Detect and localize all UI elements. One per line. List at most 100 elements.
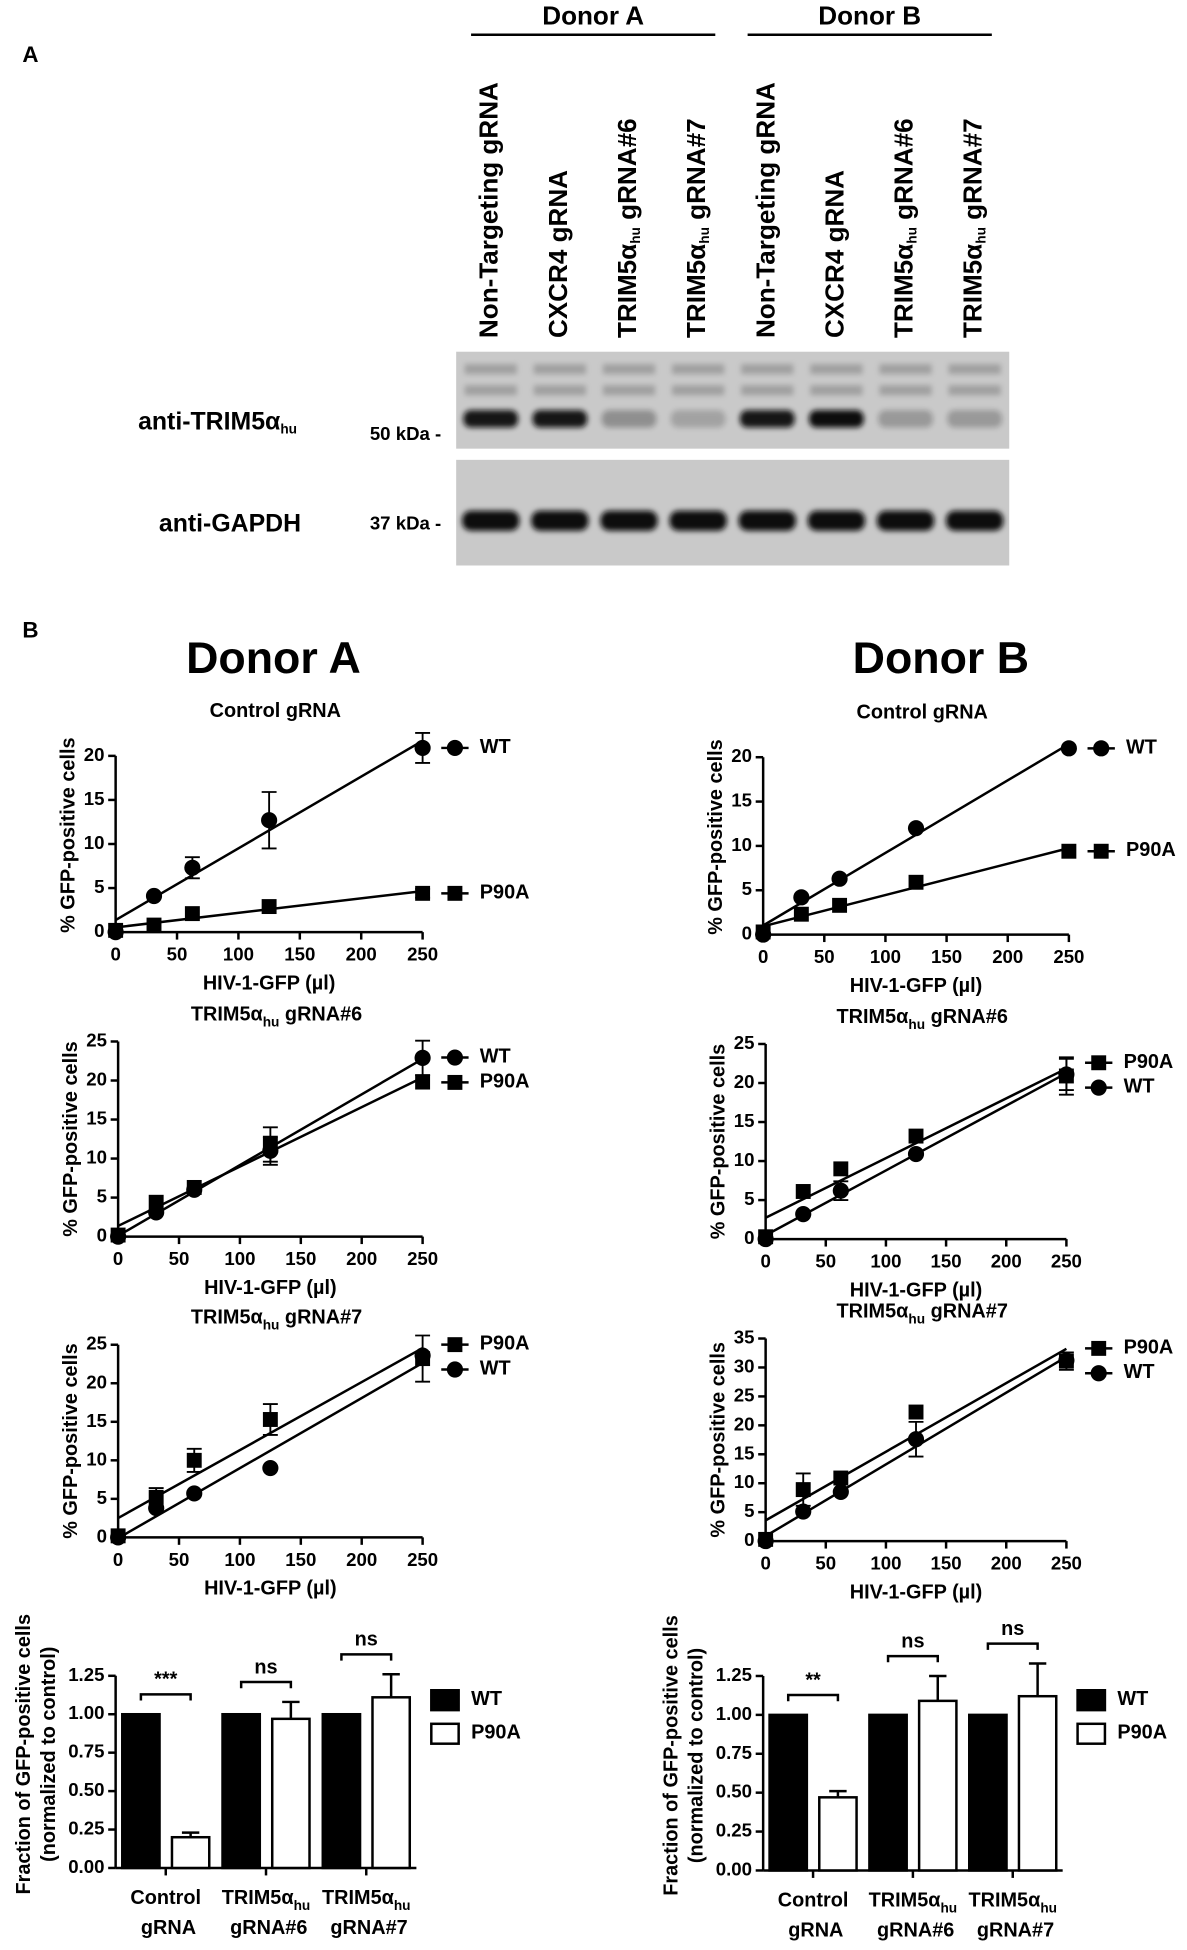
data-point xyxy=(415,1074,431,1090)
y-tick-label: 5 xyxy=(94,876,104,897)
x-tick-label: 150 xyxy=(285,1248,316,1269)
y-axis-label: % GFP-positive cells xyxy=(60,1041,82,1237)
y-tick-label: 0.50 xyxy=(716,1781,752,1802)
data-point xyxy=(1058,1066,1075,1083)
legend-label: P90A xyxy=(471,1722,521,1744)
legend-marker xyxy=(1091,1340,1107,1356)
legend-marker xyxy=(1093,843,1109,859)
y-axis-label: Fraction of GFP-positive cells xyxy=(661,1615,683,1896)
y-tick-label: 15 xyxy=(84,788,105,809)
x-tick-label: 200 xyxy=(991,1553,1022,1574)
chart-title: TRIM5αhu gRNA#7 xyxy=(191,1307,362,1333)
x-tick-label: 150 xyxy=(931,1251,962,1272)
significance-bracket xyxy=(139,1693,192,1701)
y-tick-label: 10 xyxy=(734,1471,755,1492)
legend-marker xyxy=(446,1361,464,1378)
x-tick-label: TRIM5αhu gRNA#6 xyxy=(222,1887,311,1939)
data-point xyxy=(832,1182,849,1199)
x-tick-label: 100 xyxy=(870,946,901,967)
legend-marker xyxy=(446,739,464,757)
y-tick-label: 0 xyxy=(744,1529,754,1550)
x-tick-label: TRIM5αhu gRNA#7 xyxy=(968,1890,1057,1942)
blot-band xyxy=(879,364,932,375)
y-axis-label: Fraction of GFP-positive cells xyxy=(13,1614,35,1895)
x-tick-label: 250 xyxy=(407,1549,438,1570)
data-point xyxy=(755,924,771,940)
y-tick-label: 20 xyxy=(734,1071,755,1092)
y-tick-label: 0.00 xyxy=(716,1858,752,1879)
bar xyxy=(270,1717,311,1870)
y-tick-label: 0.75 xyxy=(716,1742,752,1763)
data-point xyxy=(832,897,848,913)
x-tick-label: Control gRNA xyxy=(130,1887,201,1939)
lane-label: TRIM5αhu gRNA#7 xyxy=(958,118,989,338)
x-tick-label: 200 xyxy=(346,1248,377,1269)
data-point xyxy=(795,1482,811,1498)
x-tick-label: 200 xyxy=(346,944,377,965)
chart-title: TRIM5αhu gRNA#7 xyxy=(837,1301,1008,1327)
data-point xyxy=(1058,1352,1075,1369)
y-tick-label: 25 xyxy=(734,1384,755,1405)
y-tick-label: 10 xyxy=(734,1149,755,1170)
blot-band xyxy=(878,410,933,428)
y-tick-label: 15 xyxy=(86,1410,107,1431)
y-axis-label: % GFP-positive cells xyxy=(58,737,80,932)
y-tick-label: 5 xyxy=(744,1500,754,1521)
data-point xyxy=(757,1231,774,1248)
data-point xyxy=(793,889,810,906)
panel-label: A xyxy=(22,42,38,67)
bar xyxy=(1017,1694,1058,1872)
data-point xyxy=(184,906,200,922)
significance-bracket xyxy=(786,1693,840,1702)
y-tick-label: 0.75 xyxy=(68,1741,104,1762)
chart-title: TRIM5αhu gRNA#6 xyxy=(837,1006,1008,1032)
error-bar xyxy=(1028,1662,1047,1697)
bar xyxy=(221,1712,262,1870)
y-tick-label: 25 xyxy=(86,1029,107,1050)
blot-row-label: anti-GAPDH xyxy=(159,510,301,537)
data-point xyxy=(1061,843,1077,859)
y-tick-label: 5 xyxy=(744,1188,754,1209)
significance-label: ** xyxy=(805,1670,821,1692)
legend-marker xyxy=(447,885,463,901)
significance-bracket xyxy=(986,1642,1039,1650)
data-point xyxy=(1060,740,1077,757)
y-tick-label: 0 xyxy=(97,1525,107,1546)
legend-label: WT xyxy=(1126,737,1157,759)
data-point xyxy=(907,1145,925,1163)
y-axis-label: % GFP-positive cells xyxy=(708,1342,730,1538)
y-tick-label: 15 xyxy=(86,1107,107,1128)
legend-label: WT xyxy=(1117,1688,1148,1710)
blot-band xyxy=(670,410,726,428)
blot-band xyxy=(810,385,863,396)
data-point xyxy=(108,922,124,938)
blot-band xyxy=(669,510,727,531)
legend-swatch xyxy=(1076,1722,1107,1745)
x-tick-label: 0 xyxy=(113,1549,123,1570)
blot-band xyxy=(601,410,657,428)
x-tick-label: 50 xyxy=(815,1251,836,1272)
bar xyxy=(818,1796,858,1872)
significance-bracket xyxy=(340,1653,393,1661)
error-bar xyxy=(829,1789,847,1798)
blot-band xyxy=(947,410,1003,428)
data-point xyxy=(110,1227,126,1243)
blot-band xyxy=(807,510,865,531)
chart-title: Control gRNA xyxy=(857,702,988,724)
error-bar xyxy=(382,1673,400,1698)
legend-marker xyxy=(1091,1055,1107,1071)
blot-band xyxy=(602,385,656,396)
legend-label: WT xyxy=(1124,1076,1155,1098)
legend-label: P90A xyxy=(480,1071,530,1093)
significance-label: *** xyxy=(154,1669,177,1691)
y-tick-label: 15 xyxy=(731,789,752,810)
error-bar xyxy=(181,1831,200,1838)
y-tick-label: 15 xyxy=(734,1110,755,1131)
data-point xyxy=(414,1347,431,1364)
fit-line xyxy=(117,1361,424,1540)
data-point xyxy=(414,739,431,757)
blot-band xyxy=(672,364,725,375)
data-point xyxy=(148,1194,164,1210)
legend-marker xyxy=(447,1074,463,1090)
